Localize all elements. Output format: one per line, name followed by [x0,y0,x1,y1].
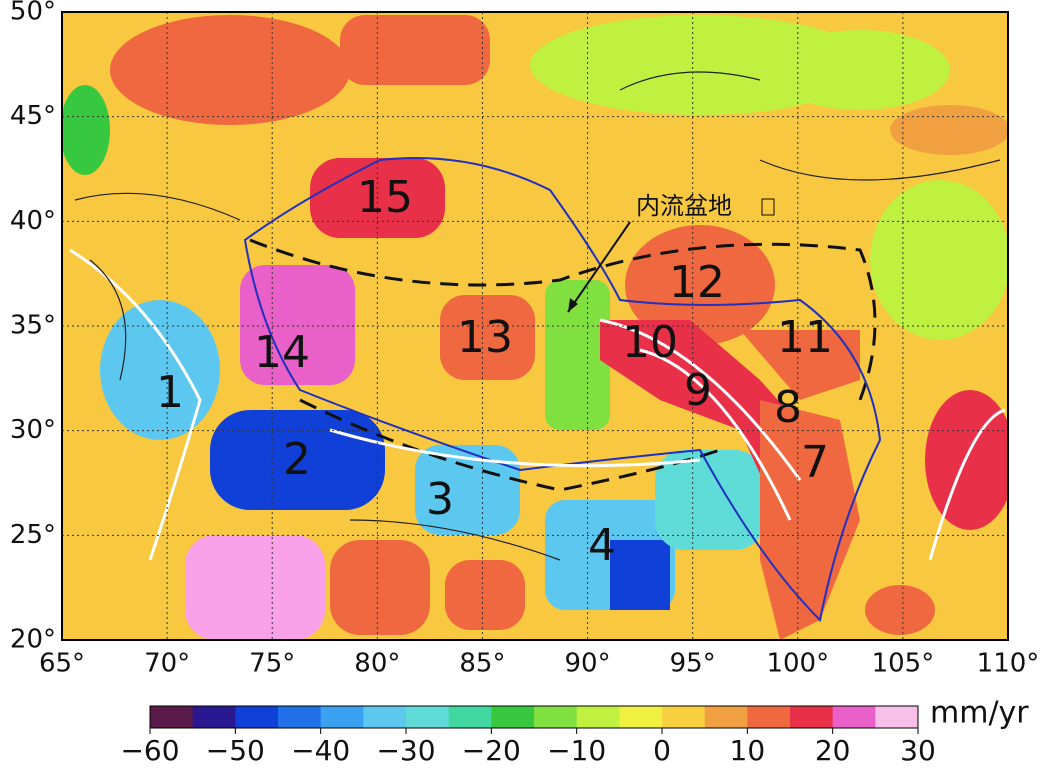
region-number: 10 [622,317,678,368]
region-number: 13 [457,312,513,363]
colorbar-tick-label: −30 [376,734,435,767]
y-tick-label: 40° [10,206,56,236]
x-tick-label: 100° [766,649,829,679]
y-tick-label: 45° [10,101,56,131]
region-number: 2 [283,434,311,485]
missing-glyph [761,198,775,216]
colorbar-tick-label: −10 [547,734,606,767]
colorbar-tick-label: −50 [206,734,265,767]
x-tick-label: 105° [872,649,935,679]
colorbar: −60 −50 −40 −30 −20 −10 0 10 20 30 [120,705,936,767]
colorbar-swatch [747,706,791,728]
colorbar-tick-label: −40 [291,734,350,767]
colorbar-tick-label: −20 [462,734,521,767]
colorbar-swatch [192,706,236,728]
x-tick-label: 90° [565,649,611,679]
colorbar-swatch [534,706,578,728]
region-number: 8 [774,382,802,433]
x-tick-label: 85° [459,649,505,679]
colorbar-tick-label: 10 [730,734,766,767]
x-tick-label: 110° [977,649,1040,679]
annotation-arrow [567,221,631,313]
colorbar-swatch [406,706,450,728]
colorbar-tick-label: 30 [900,734,936,767]
y-tick-label: 50° [10,0,56,27]
map-frame [61,11,1009,641]
region-number: 7 [801,437,829,488]
map-field [62,12,1008,640]
colorbar-swatch [320,706,364,728]
colorbar-swatch [704,706,748,728]
colorbar-swatch [278,706,322,728]
region-number: 12 [669,257,725,308]
colorbar-swatch [448,706,492,728]
colorbar-frame [149,705,919,729]
colorbar-swatch [875,706,919,728]
colorbar-swatch [832,706,876,728]
region-number: 9 [684,365,712,416]
x-tick-label: 80° [354,649,400,679]
colorbar-swatch [576,706,620,728]
region-number: 3 [426,474,454,525]
x-tick-label: 70° [144,649,190,679]
region-number: 15 [357,172,413,223]
annotation: 内流盆地 [636,192,732,220]
y-tick-label: 25° [10,520,56,550]
colorbar-swatch [790,706,834,728]
colorbar-tick-label: 0 [653,734,671,767]
colorbar-unit: mm/yr [930,696,1029,731]
x-tick-label: 75° [249,649,295,679]
colorbar-tick-label: 20 [815,734,851,767]
colorbar-swatch [150,706,194,728]
region-number: 1 [156,367,184,418]
x-tick-label: 65° [39,649,85,679]
colorbar-swatch [491,706,535,728]
region-number: 11 [777,312,833,363]
y-tick-label: 20° [10,625,56,655]
y-tick-label: 35° [10,311,56,341]
x-tick-label: 95° [670,649,716,679]
y-tick-label: 30° [10,415,56,445]
region-number: 4 [588,520,616,571]
colorbar-tick-label: −60 [120,734,179,767]
arrow-head [568,298,578,312]
colorbar-swatch [619,706,663,728]
colorbar-swatch [363,706,407,728]
colorbar-swatch [662,706,706,728]
colorbar-swatch [235,706,279,728]
region-number: 14 [254,327,310,378]
